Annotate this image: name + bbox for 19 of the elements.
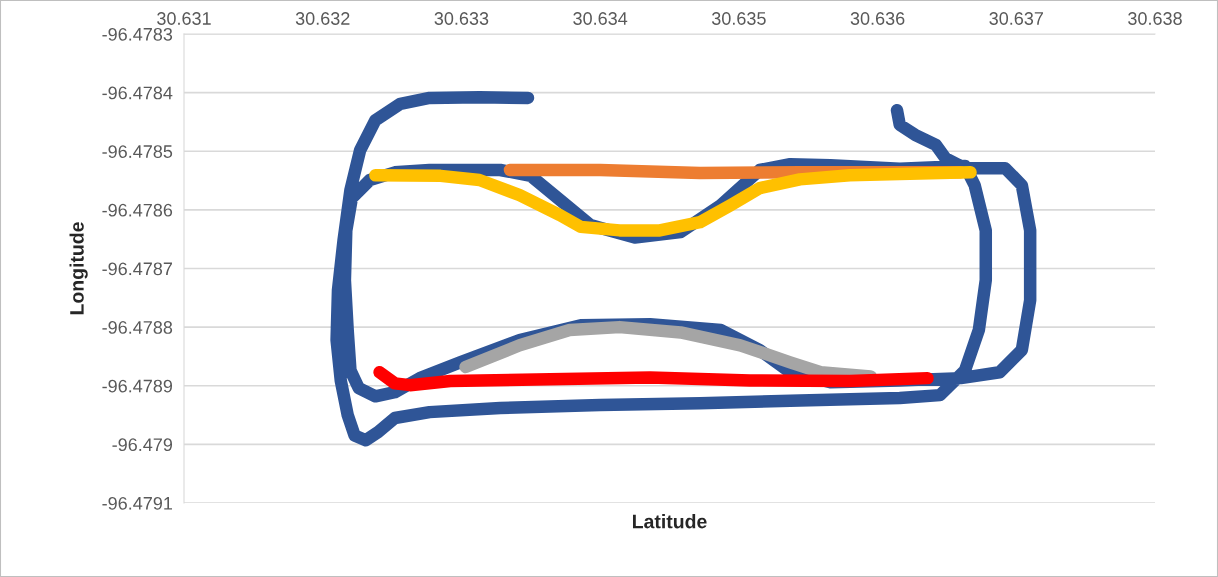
x-tick-label: 30.632: [295, 12, 350, 25]
x-tick-label: 30.633: [434, 12, 489, 25]
x-tick-label: 30.638: [1128, 12, 1182, 25]
y-tick-label: -96.479: [112, 438, 173, 452]
x-axis-title: Latitude: [633, 514, 707, 529]
x-tick-label: 30.631: [157, 12, 211, 25]
x-tick-label: 30.634: [573, 12, 628, 25]
y-tick-label: -96.4785: [102, 145, 173, 158]
x-tick-label: 30.635: [711, 12, 766, 25]
y-tick-label: -96.4787: [102, 262, 172, 276]
y-tick-label: -96.4786: [102, 203, 173, 217]
x-tick-label: 30.636: [850, 12, 905, 25]
y-axis-title: Longitude: [69, 222, 88, 315]
y-tick-label: -96.4784: [102, 86, 173, 100]
y-tick-label: -96.4791: [102, 496, 173, 510]
y-tick-label: -96.4788: [102, 321, 173, 334]
x-tick-label: 30.637: [989, 12, 1043, 25]
y-tick-label: -96.4783: [102, 27, 173, 41]
y-tick-label: -96.4789: [102, 379, 173, 393]
